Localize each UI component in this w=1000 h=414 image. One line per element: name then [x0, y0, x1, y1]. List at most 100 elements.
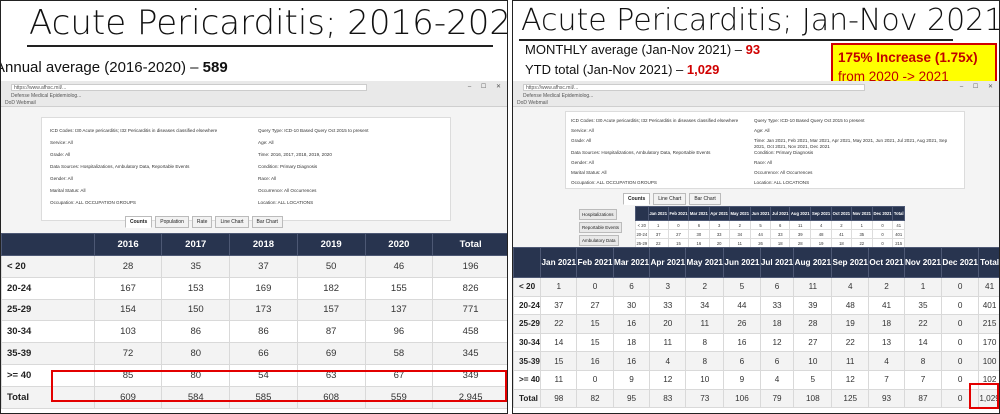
- table-cell: 11: [540, 369, 578, 390]
- row-label: 20-24: [513, 295, 542, 316]
- row-label: 25-29: [513, 314, 542, 334]
- small-table-cell: 27: [667, 229, 690, 239]
- table-header-row: 2016 2017 2018 2019 2020 Total: [1, 233, 507, 256]
- table-cell: 13: [868, 332, 905, 353]
- table-cell: 4: [759, 369, 795, 390]
- small-column-header: Sep 2021: [810, 206, 832, 221]
- time: Time: Jan 2021, Feb 2021, Mar 2021, Apr …: [754, 138, 948, 149]
- table-cell: 12: [831, 369, 870, 390]
- table-cell: 26: [723, 314, 761, 334]
- data-sources: Data Sources: Hospitalizations, Ambulato…: [50, 164, 190, 169]
- table-cell: 82: [576, 388, 614, 409]
- tab-counts[interactable]: Counts: [125, 216, 153, 228]
- table-row: 25-29 22 15 16 20 11 26 18 28 19 18 22 0 215: [513, 314, 999, 334]
- time: Time: 2016, 2017, 2018, 2019, 2020: [258, 152, 332, 157]
- reportable-events-button[interactable]: Reportable Events: [579, 222, 623, 233]
- small-column-header: Jan 2021: [647, 206, 669, 221]
- row-label: 35-39: [513, 351, 542, 371]
- table-cell: 11: [793, 277, 833, 297]
- table-cell: 0: [941, 277, 980, 297]
- table-cell: 66: [229, 342, 298, 365]
- column-header: Aug 2021: [793, 247, 833, 278]
- right-bookmark[interactable]: DoD Webmail: [517, 100, 548, 106]
- table-cell: 41: [868, 295, 905, 316]
- table-cell: 58: [364, 342, 434, 365]
- occurrence: Occurrence: All Occurrences: [258, 188, 317, 193]
- left-browser-tab[interactable]: Defense Medical Epidemiolog...: [11, 93, 82, 99]
- table-cell: 458: [432, 320, 507, 344]
- left-url-bar[interactable]: https://www.afhsc.mil/...: [11, 84, 367, 91]
- small-table-cell: 20-24: [635, 229, 649, 239]
- table-cell: 173: [229, 298, 298, 322]
- table-cell: 153: [161, 276, 231, 300]
- left-title-rule: [27, 45, 493, 47]
- left-annual-average: Annual average (2016-2020) – 589: [1, 59, 228, 76]
- row-label: 30-34: [1, 320, 95, 344]
- tab-population[interactable]: Population: [155, 216, 189, 228]
- hospitalizations-button[interactable]: Hospitalizations: [579, 209, 617, 220]
- tab-bar-chart[interactable]: Bar Chart: [251, 216, 283, 228]
- tab-line-chart[interactable]: Line Chart: [215, 216, 249, 228]
- table-cell: 0: [941, 351, 980, 371]
- small-column-header: Mar 2021: [688, 206, 710, 221]
- table-cell: 79: [759, 388, 795, 409]
- table-cell: 16: [612, 351, 651, 371]
- right-url-bar[interactable]: https://www.afhsc.mil/...: [523, 84, 865, 91]
- table-cell: 96: [364, 320, 434, 344]
- window-controls-icon[interactable]: – ☐ ✕: [467, 84, 505, 90]
- occupation: Occupation: ALL OCCUPATION GROUPS: [571, 180, 657, 185]
- table-cell: 108: [793, 388, 833, 409]
- left-bookmark[interactable]: DoD Webmail: [5, 100, 36, 106]
- small-table-cell: 0: [871, 220, 894, 230]
- marital-status: Marital Status: All: [571, 170, 607, 175]
- table-cell: 95: [612, 388, 651, 409]
- table-cell: 1: [540, 277, 578, 297]
- column-header: Oct 2021: [868, 247, 905, 278]
- service: Service: All: [571, 128, 594, 133]
- table-cell: 27: [576, 295, 614, 316]
- table-cell: 137: [364, 298, 434, 322]
- small-table-row: 25-29 22 15 16 20 11 26 18 28 19 18 22 0 215: [635, 238, 905, 248]
- table-cell: 33: [649, 295, 687, 316]
- table-cell: 35: [161, 255, 231, 278]
- left-query-info: ICD Codes: I30 Acute pericarditis; I32 P…: [41, 117, 451, 221]
- column-header: Apr 2021: [649, 247, 687, 278]
- table-cell: 169: [229, 276, 298, 300]
- table-cell: 18: [868, 314, 905, 334]
- right-monthly-average: MONTHLY average (Jan-Nov 2021) – 93: [525, 42, 760, 57]
- ambulatory-data-button[interactable]: Ambulatory Data: [579, 235, 619, 246]
- small-table-cell: 41: [892, 220, 905, 230]
- table-cell: 41: [978, 277, 999, 297]
- row-label: Total: [1, 385, 95, 409]
- tab-line-chart[interactable]: Line Chart: [653, 193, 687, 205]
- service: Service: All: [50, 140, 73, 145]
- monthly-average-label: MONTHLY average (Jan-Nov 2021) –: [525, 42, 746, 57]
- window-controls-icon[interactable]: – ☐ ✕: [959, 84, 997, 90]
- table-cell: 80: [161, 342, 231, 365]
- column-header: [513, 247, 542, 278]
- table-cell: 98: [540, 388, 578, 409]
- left-title: Acute Pericarditis; 2016-2020: [29, 3, 508, 43]
- right-query-info: ICD Codes: I30 Acute pericarditis; I32 P…: [565, 111, 965, 189]
- right-browser-tab[interactable]: Defense Medical Epidemiolog...: [523, 93, 594, 99]
- table-cell: 2,945: [432, 385, 507, 409]
- table-cell: 18: [759, 314, 795, 334]
- row-label: 30-34: [513, 332, 542, 353]
- small-table-cell: 0: [871, 229, 894, 239]
- table-cell: 0: [576, 369, 614, 390]
- small-column-header: [635, 206, 649, 221]
- table-cell: 345: [432, 342, 507, 365]
- small-column-header: Nov 2021: [850, 206, 873, 221]
- table-cell: 30: [612, 295, 651, 316]
- small-table-cell: 33: [770, 229, 791, 239]
- right-total-highlight-box: [969, 383, 999, 409]
- small-table-cell: 37: [647, 229, 669, 239]
- table-cell: 20: [649, 314, 687, 334]
- icd-codes: ICD Codes: I30 Acute pericarditis; I32 P…: [50, 128, 218, 133]
- tab-rate[interactable]: Rate: [191, 216, 213, 228]
- small-column-header: Jul 2021: [770, 206, 791, 221]
- row-label: < 20: [513, 277, 542, 297]
- tab-bar-chart[interactable]: Bar Chart: [689, 193, 721, 205]
- table-cell: 8: [903, 351, 943, 371]
- tab-counts[interactable]: Counts: [623, 193, 651, 205]
